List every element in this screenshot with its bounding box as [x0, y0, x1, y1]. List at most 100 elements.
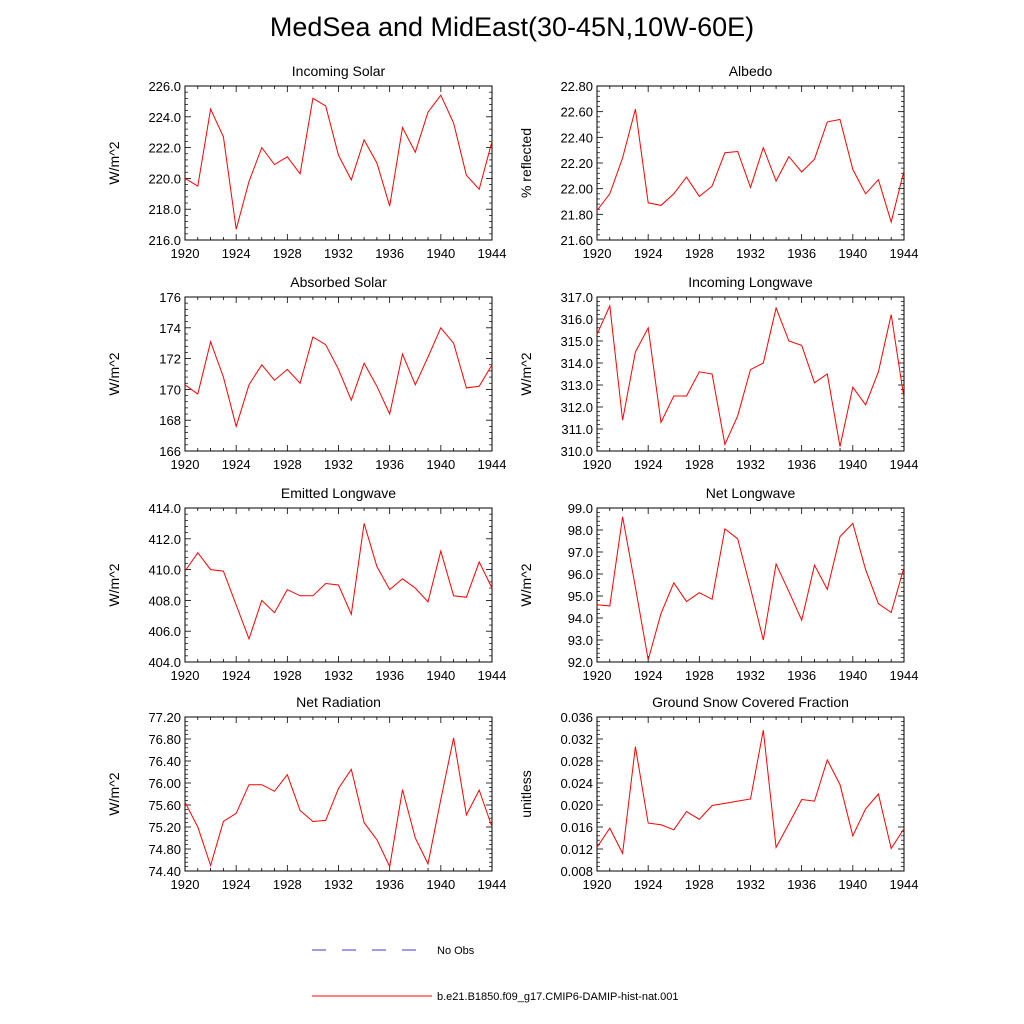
x-tick-label: 1936 [787, 457, 816, 472]
x-tick-label: 1928 [273, 877, 302, 892]
x-tick-label: 1944 [478, 877, 507, 892]
x-tick-label: 1932 [324, 457, 353, 472]
x-tick-label: 1936 [375, 457, 404, 472]
x-tick-label: 1944 [890, 457, 919, 472]
y-tick-label: 22.60 [560, 105, 593, 120]
x-tick-label: 1924 [634, 668, 663, 683]
panel-title: Ground Snow Covered Fraction [652, 694, 849, 710]
y-tick-label: 76.80 [148, 732, 181, 747]
x-tick-label: 1940 [838, 246, 867, 261]
figure-title: MedSea and MidEast(30-45N,10W-60E) [269, 12, 755, 42]
x-tick-label: 1936 [787, 877, 816, 892]
y-tick-label: 21.80 [560, 207, 593, 222]
y-tick-label: 0.024 [560, 776, 593, 791]
plot-frame [184, 296, 493, 452]
series-line [184, 523, 493, 641]
x-tick-label: 1928 [685, 877, 714, 892]
x-tick-label: 1940 [426, 877, 455, 892]
y-tick-label: 22.40 [560, 130, 593, 145]
y-tick-label: 222.0 [148, 141, 181, 156]
series-line [596, 516, 905, 660]
y-tick-label: 317.0 [560, 290, 593, 305]
series-line [596, 303, 905, 447]
y-tick-label: 0.036 [560, 710, 593, 725]
x-tick-label: 1924 [222, 457, 251, 472]
y-axis-label: W/m^2 [106, 352, 122, 395]
y-tick-label: 414.0 [148, 501, 181, 516]
plot-frame [596, 507, 905, 663]
x-tick-label: 1920 [583, 668, 612, 683]
y-tick-label: 74.80 [148, 842, 181, 857]
y-tick-label: 93.0 [568, 633, 593, 648]
y-tick-label: 226.0 [148, 79, 181, 94]
chart-panel: 1920 1924 1928 1932 1936 1940 1944 310.0 311.0 31… [518, 274, 918, 472]
x-tick-label: 1928 [685, 457, 714, 472]
series-line [596, 730, 905, 856]
y-tick-label: 74.40 [148, 864, 181, 879]
y-tick-label: 216.0 [148, 233, 181, 248]
x-tick-label: 1932 [736, 877, 765, 892]
x-tick-label: 1924 [634, 246, 663, 261]
y-axis-label: % reflected [518, 128, 534, 198]
y-tick-label: 98.0 [568, 523, 593, 538]
y-tick-label: 174 [159, 321, 181, 336]
y-tick-label: 99.0 [568, 501, 593, 516]
y-tick-label: 75.60 [148, 798, 181, 813]
y-tick-label: 412.0 [148, 532, 181, 547]
y-tick-label: 0.016 [560, 820, 593, 835]
y-tick-label: 315.0 [560, 334, 593, 349]
series-line [184, 737, 493, 869]
panel-title: Incoming Longwave [688, 274, 813, 290]
x-tick-label: 1928 [273, 668, 302, 683]
y-tick-label: 166 [159, 444, 181, 459]
y-axis-label: W/m^2 [106, 141, 122, 184]
y-tick-label: 410.0 [148, 563, 181, 578]
series-line [184, 326, 493, 429]
y-tick-label: 314.0 [560, 356, 593, 371]
y-axis-label: W/m^2 [106, 563, 122, 606]
x-tick-label: 1932 [324, 877, 353, 892]
legend: No Obs b.e21.B1850.f09_g17.CMIP6-DAMIP-hi… [312, 945, 679, 1003]
x-tick-label: 1920 [171, 246, 200, 261]
x-tick-label: 1940 [426, 246, 455, 261]
plot-frame [184, 716, 493, 872]
y-tick-label: 97.0 [568, 545, 593, 560]
x-tick-label: 1944 [478, 668, 507, 683]
y-tick-label: 77.20 [148, 710, 181, 725]
x-tick-label: 1940 [838, 668, 867, 683]
chart-panel: 1920 1924 1928 1932 1936 1940 1944 21.60 21.80 22… [518, 63, 918, 261]
chart-panel: 1920 1924 1928 1932 1936 1940 1944 166 168 170 172… [106, 274, 506, 472]
y-tick-label: 170 [159, 382, 181, 397]
y-tick-label: 218.0 [148, 202, 181, 217]
x-tick-label: 1928 [685, 668, 714, 683]
x-tick-label: 1924 [222, 668, 251, 683]
y-tick-label: 310.0 [560, 444, 593, 459]
x-tick-label: 1932 [324, 246, 353, 261]
x-tick-label: 1920 [171, 457, 200, 472]
y-tick-label: 21.60 [560, 233, 593, 248]
x-tick-label: 1924 [222, 246, 251, 261]
y-tick-label: 95.0 [568, 589, 593, 604]
panel-title: Net Radiation [296, 694, 381, 710]
y-axis-label: unitless [518, 770, 534, 817]
y-tick-label: 0.032 [560, 732, 593, 747]
y-tick-label: 0.012 [560, 842, 593, 857]
x-tick-label: 1944 [890, 246, 919, 261]
panel-title: Emitted Longwave [281, 485, 396, 501]
panel-title: Albedo [729, 63, 773, 79]
x-tick-label: 1932 [324, 668, 353, 683]
plot-frame [596, 296, 905, 452]
y-axis-label: W/m^2 [518, 563, 534, 606]
y-tick-label: 176 [159, 290, 181, 305]
panel-title: Absorbed Solar [290, 274, 387, 290]
x-tick-label: 1932 [736, 457, 765, 472]
x-tick-label: 1932 [736, 668, 765, 683]
x-tick-label: 1936 [375, 877, 404, 892]
x-tick-label: 1936 [375, 246, 404, 261]
x-tick-label: 1940 [838, 457, 867, 472]
x-tick-label: 1928 [273, 457, 302, 472]
chart-panel: 1920 1924 1928 1932 1936 1940 1944 74.40 74.80 75… [106, 694, 506, 892]
chart-panel: 1920 1924 1928 1932 1936 1940 1944 216.0 218.0 22… [106, 63, 506, 261]
series-line [184, 94, 493, 230]
plot-frame [184, 85, 493, 241]
